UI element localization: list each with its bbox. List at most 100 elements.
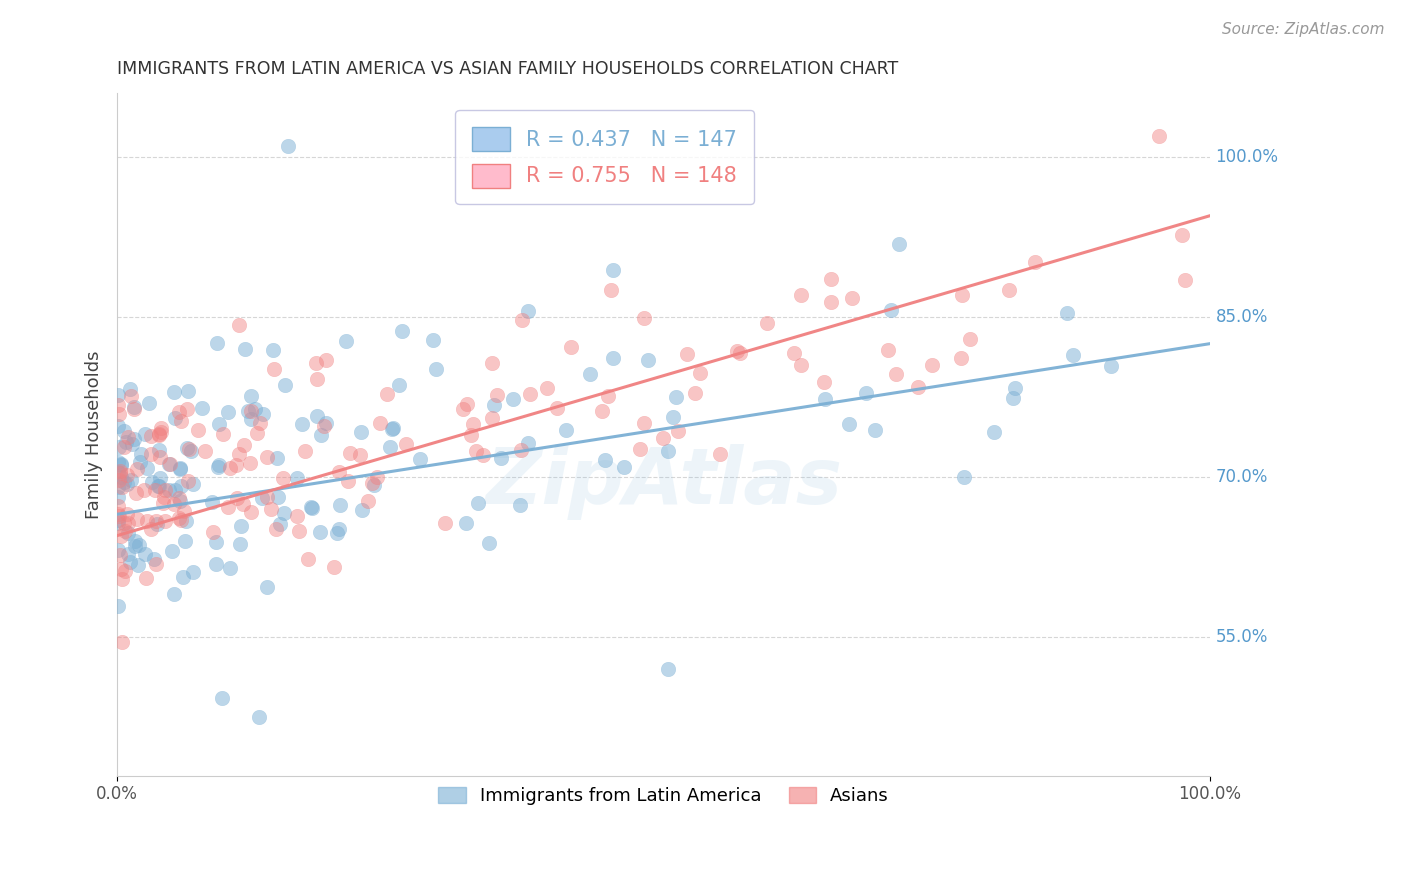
Point: [328, 523, 350, 537]
Point: [217, 404, 239, 418]
Point: [602, 263, 624, 277]
Point: [112, 516, 135, 530]
Point: [191, 401, 214, 415]
Point: [481, 410, 503, 425]
Point: [366, 470, 388, 484]
Point: [676, 346, 699, 360]
Text: 70.0%: 70.0%: [1216, 468, 1268, 486]
Point: [309, 524, 332, 539]
Point: [176, 441, 198, 455]
Point: [187, 423, 209, 437]
Point: [125, 461, 148, 475]
Point: [136, 460, 159, 475]
Point: [329, 498, 352, 512]
Point: [112, 440, 135, 454]
Point: [163, 587, 186, 601]
Point: [107, 542, 129, 557]
Point: [884, 367, 907, 381]
Point: [262, 343, 284, 358]
Point: [110, 467, 132, 481]
Point: [149, 471, 172, 485]
Point: [163, 497, 186, 511]
Point: [138, 396, 160, 410]
Point: [110, 562, 132, 576]
Point: [233, 342, 256, 356]
Point: [157, 483, 180, 497]
Point: [328, 465, 350, 479]
Point: [108, 473, 131, 487]
Point: [464, 443, 486, 458]
Point: [169, 494, 191, 508]
Point: [176, 474, 198, 488]
Point: [394, 437, 416, 451]
Point: [689, 366, 711, 380]
Point: [148, 443, 170, 458]
Point: [114, 434, 136, 449]
Point: [239, 456, 262, 470]
Point: [233, 438, 256, 452]
Point: [107, 516, 129, 530]
Point: [1099, 359, 1122, 374]
Point: [517, 304, 540, 318]
Point: [725, 344, 748, 359]
Point: [560, 340, 582, 354]
Point: [145, 558, 167, 572]
Point: [350, 425, 373, 439]
Point: [107, 490, 129, 504]
Point: [264, 522, 287, 536]
Point: [146, 516, 169, 531]
Point: [201, 495, 224, 509]
Point: [467, 496, 489, 510]
Point: [813, 375, 835, 389]
Text: 55.0%: 55.0%: [1216, 628, 1268, 646]
Point: [315, 416, 337, 430]
Text: 100.0%: 100.0%: [1216, 148, 1278, 166]
Point: [194, 443, 217, 458]
Point: [628, 442, 651, 457]
Point: [657, 443, 679, 458]
Point: [311, 427, 333, 442]
Text: Source: ZipAtlas.com: Source: ZipAtlas.com: [1222, 22, 1385, 37]
Point: [305, 356, 328, 370]
Point: [169, 462, 191, 476]
Point: [107, 440, 129, 454]
Point: [228, 447, 250, 461]
Point: [127, 558, 149, 572]
Point: [456, 397, 478, 411]
Point: [169, 461, 191, 475]
Point: [169, 491, 191, 505]
Point: [174, 534, 197, 549]
Point: [820, 271, 842, 285]
Point: [114, 524, 136, 538]
Point: [124, 539, 146, 553]
Point: [728, 346, 751, 360]
Point: [422, 334, 444, 348]
Point: [155, 514, 177, 528]
Point: [208, 417, 231, 431]
Point: [907, 380, 929, 394]
Legend: Immigrants from Latin America, Asians: Immigrants from Latin America, Asians: [429, 778, 898, 814]
Point: [163, 483, 186, 497]
Point: [983, 425, 1005, 440]
Point: [271, 471, 294, 485]
Point: [921, 359, 943, 373]
Point: [256, 580, 278, 594]
Point: [517, 436, 540, 450]
Point: [285, 509, 308, 524]
Point: [305, 409, 328, 423]
Point: [243, 401, 266, 416]
Point: [205, 335, 228, 350]
Point: [135, 571, 157, 585]
Point: [256, 491, 278, 505]
Point: [380, 421, 402, 435]
Point: [855, 385, 877, 400]
Point: [107, 419, 129, 434]
Point: [314, 418, 336, 433]
Point: [180, 444, 202, 458]
Point: [363, 477, 385, 491]
Point: [246, 425, 269, 440]
Point: [602, 351, 624, 365]
Point: [120, 473, 142, 487]
Point: [1001, 391, 1024, 405]
Point: [451, 402, 474, 417]
